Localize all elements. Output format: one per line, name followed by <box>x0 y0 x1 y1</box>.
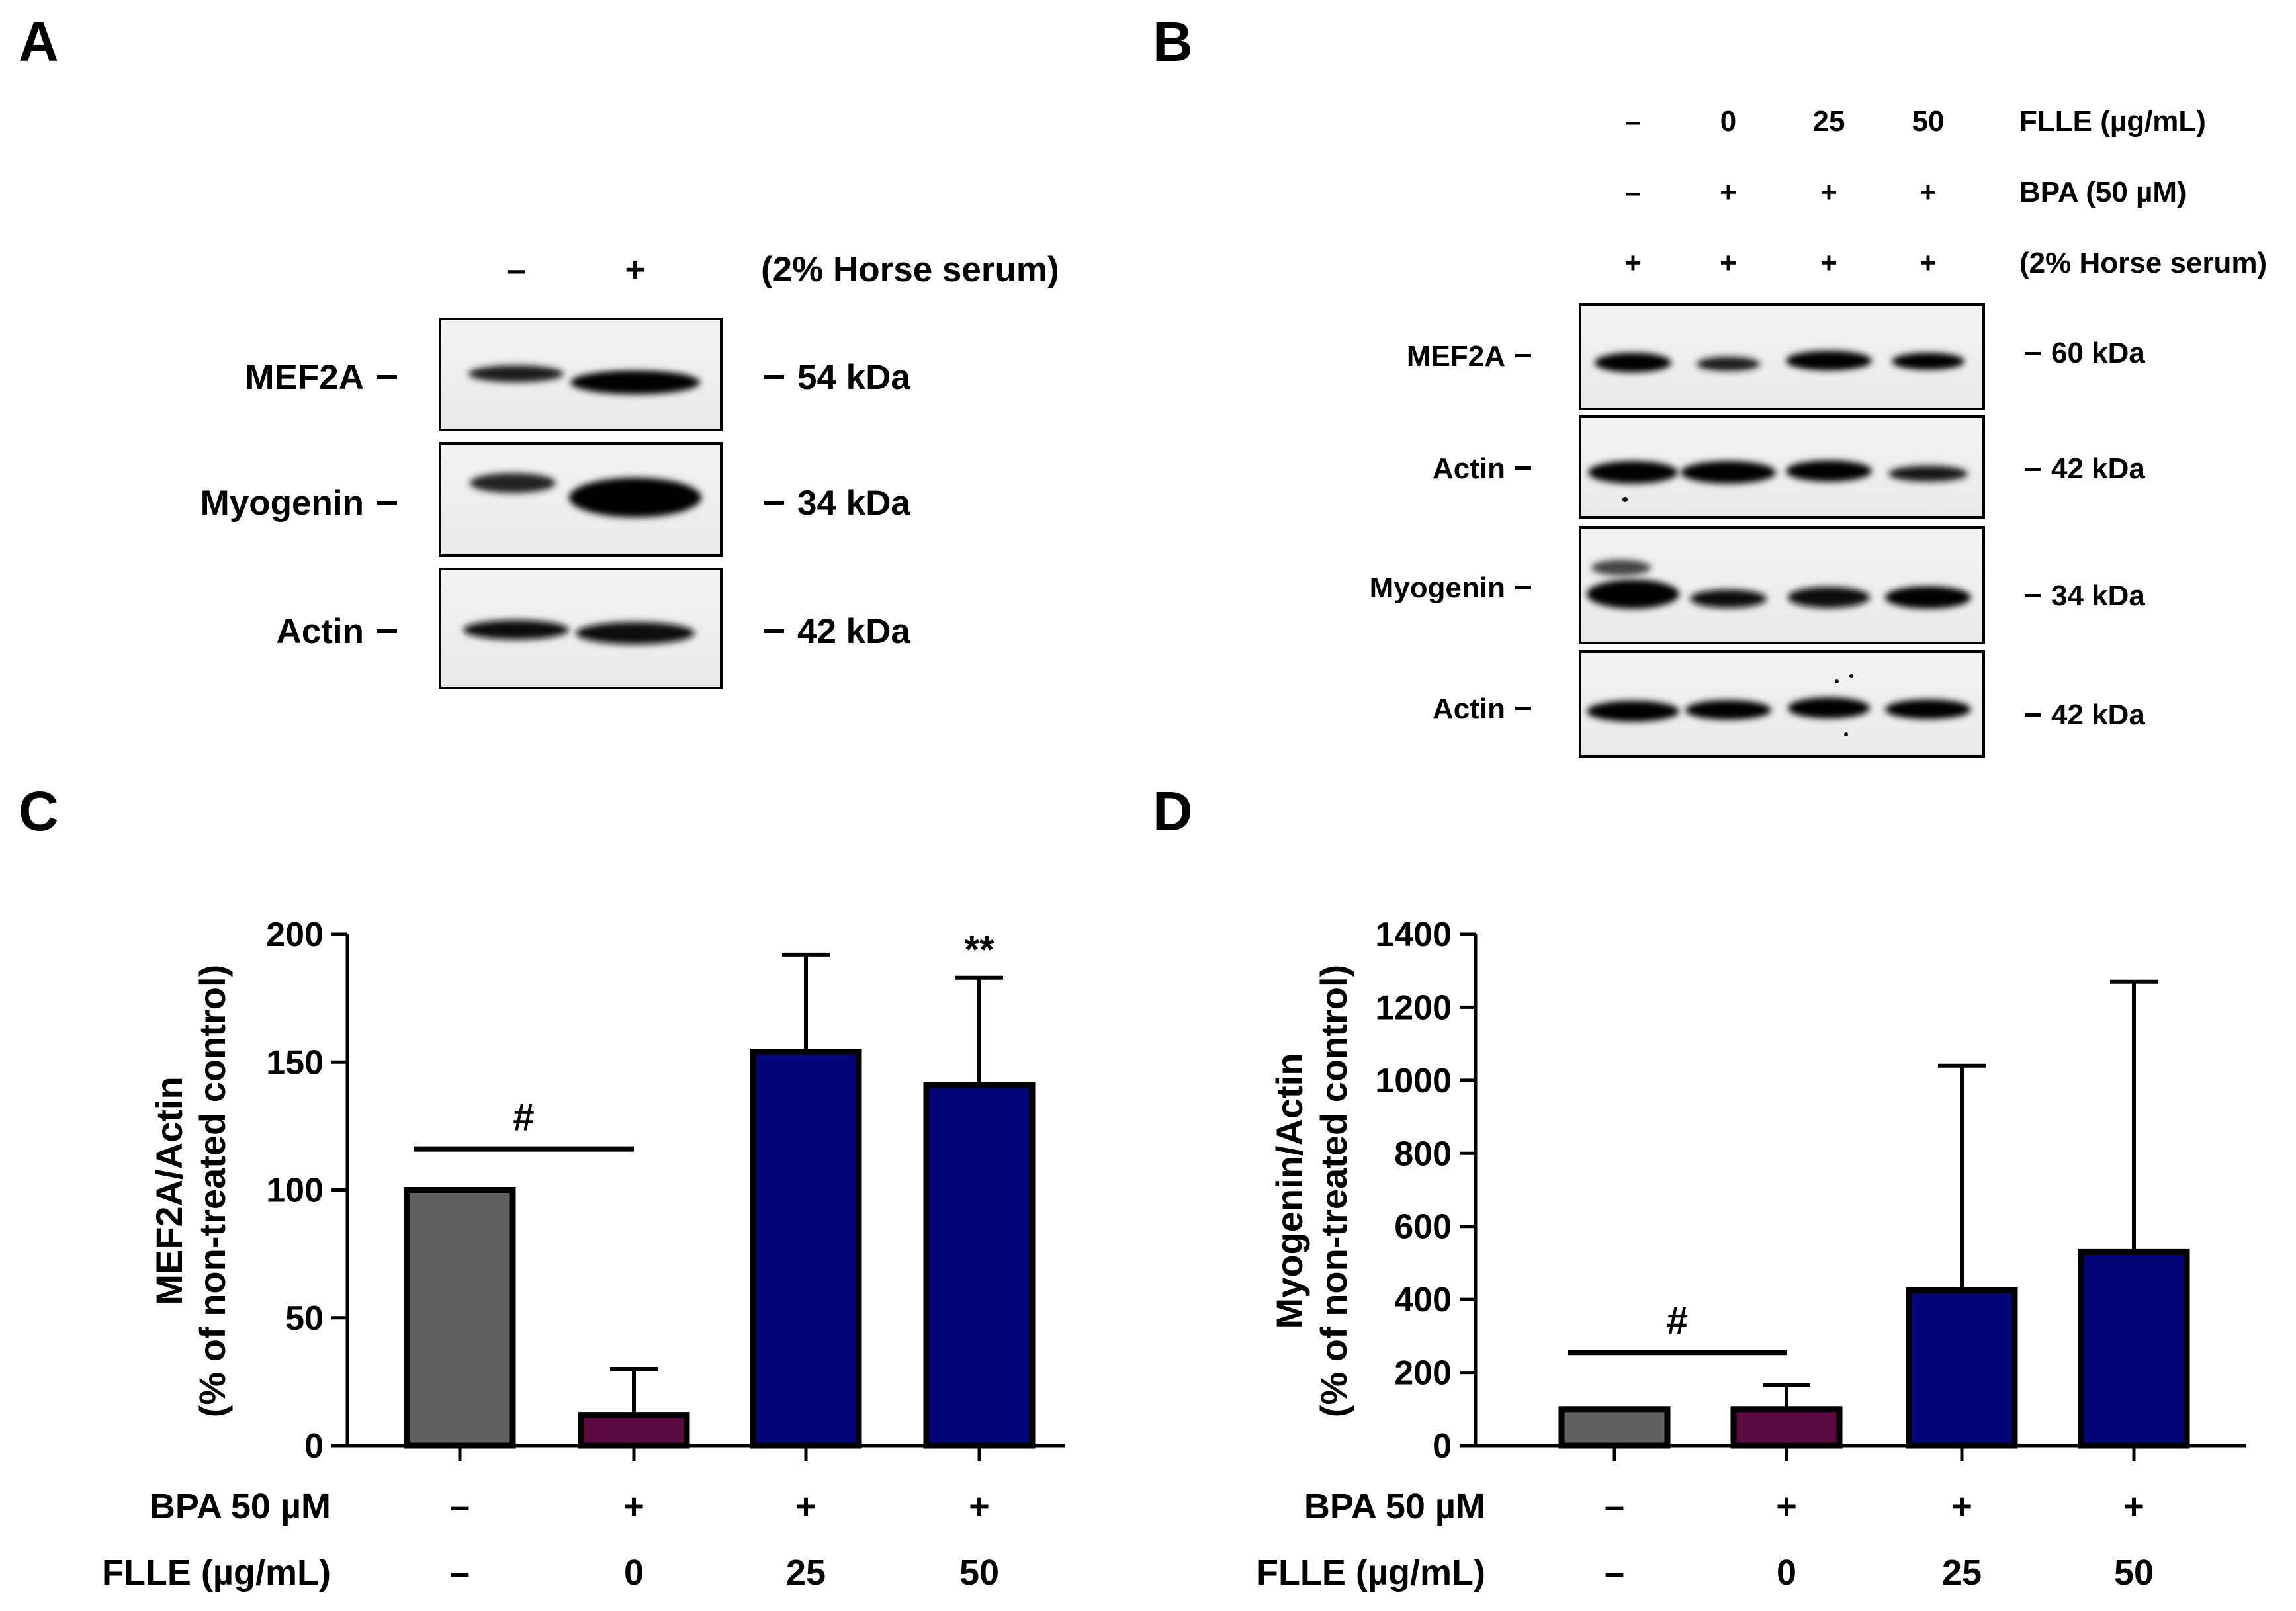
panel-d-row-value: 50 <box>2114 1553 2154 1592</box>
panel-d-y-tick-label: 600 <box>1394 1208 1452 1246</box>
panel-b-protein-label-4: Actin <box>1433 693 1505 725</box>
panel-b-serum-label: (2% Horse serum) <box>2019 247 2267 279</box>
panel-a-western-blot: – + (2% Horse serum) MEF2A 54 kDa Myogen… <box>200 250 1059 689</box>
panel-d-bar <box>1558 1406 1671 1449</box>
panel-b-serum-3: + <box>1820 247 1837 279</box>
panel-b-flle-label: FLLE (µg/mL) <box>2019 105 2206 138</box>
panel-b-size-label-3: 34 kDa <box>2051 580 2145 612</box>
panel-a-size-label-2: 34 kDa <box>797 484 910 523</box>
panel-d-y-tick-label: 1400 <box>1375 916 1452 954</box>
panel-c-bar <box>404 1187 516 1449</box>
panel-d-hash-mark: # <box>1667 1299 1688 1342</box>
panel-c-y-label-line1: MEF2A/Actin <box>148 1076 190 1305</box>
panel-d-row-value: + <box>2123 1487 2144 1526</box>
panel-c-row-value: 50 <box>959 1553 999 1592</box>
panel-b-blot-actin-2: Actin 42 kDa <box>1433 650 2145 758</box>
panel-a-protein-label-3: Actin <box>277 612 365 651</box>
panel-a-condition-1: – <box>506 250 525 289</box>
panel-d-bar <box>2078 1248 2190 1449</box>
panel-b-blot-mef2a: MEF2A 60 kDa <box>1407 303 2145 410</box>
panel-b-bpa-2: + <box>1720 176 1737 208</box>
panel-b-flle-2: 0 <box>1720 105 1736 138</box>
panel-b-serum-2: + <box>1720 247 1737 279</box>
panel-d-row-value: 25 <box>1942 1553 1982 1592</box>
panel-d-bar <box>1730 1406 1843 1449</box>
panel-c-row-value: + <box>795 1487 817 1526</box>
panel-b-bpa-1: – <box>1625 176 1641 208</box>
panel-b-blot-actin-1: Actin 42 kDa <box>1433 415 2145 519</box>
panel-d-row-value: – <box>1605 1487 1624 1526</box>
panel-c-bar <box>750 1049 862 1449</box>
panel-b-size-label-2: 42 kDa <box>2051 453 2145 485</box>
panel-b-blot-myogenin: Myogenin 34 kDa <box>1370 526 2145 644</box>
panel-letter-b: B <box>1153 11 1193 73</box>
panel-c-row-value: + <box>623 1487 644 1526</box>
panel-d-y-tick-label: 1000 <box>1375 1062 1452 1100</box>
panel-a-blot-myogenin: Myogenin 34 kDa <box>200 442 910 557</box>
panel-b-protein-label-1: MEF2A <box>1407 340 1505 372</box>
panel-d-y-tick-label: 200 <box>1394 1354 1452 1393</box>
panel-a-condition-2: + <box>625 250 646 289</box>
panel-c-bar <box>578 1412 690 1449</box>
panel-d-y-label-line2: (% of non-treated control) <box>1313 965 1354 1417</box>
panel-c-row-value: 0 <box>624 1553 644 1592</box>
panel-d-row-label: FLLE (µg/mL) <box>1257 1553 1485 1592</box>
panel-b-flle-3: 25 <box>1813 105 1845 138</box>
panel-b-bpa-3: + <box>1820 176 1837 208</box>
panel-b-size-label-4: 42 kDa <box>2051 699 2145 731</box>
panel-a-protein-label-1: MEF2A <box>245 358 364 397</box>
panel-c-hash-mark: # <box>513 1096 534 1139</box>
panel-letter-a: A <box>19 11 59 73</box>
panel-d-y-tick-label: 0 <box>1433 1427 1452 1465</box>
panel-b-size-label-1: 60 kDa <box>2051 337 2145 369</box>
panel-d-row-label: BPA 50 µM <box>1304 1487 1485 1526</box>
panel-letter-d: D <box>1153 780 1193 842</box>
panel-d-y-tick-label: 1200 <box>1375 988 1452 1027</box>
panel-c-bar-chart: 0 50 100 150 200 ** # MEF2A/Actin (% of non-trea… <box>102 916 1065 1592</box>
panel-d-row-value: 0 <box>1777 1553 1796 1592</box>
panel-a-protein-label-2: Myogenin <box>200 484 364 523</box>
panel-c-y-tick-label: 100 <box>266 1172 324 1210</box>
panel-d-row-value: + <box>1951 1487 1972 1526</box>
panel-c-bar <box>923 1082 1036 1449</box>
panel-c-row-label: FLLE (µg/mL) <box>102 1553 331 1592</box>
panel-c-row-value: 25 <box>786 1553 826 1592</box>
panel-c-y-tick-label: 200 <box>266 916 324 954</box>
panel-c-y-tick-label: 0 <box>304 1427 324 1465</box>
panel-c-y-label-line2: (% of non-treated control) <box>191 965 233 1417</box>
panel-c-y-tick-label: 50 <box>285 1299 324 1338</box>
panel-d-y-tick-label: 800 <box>1394 1135 1452 1173</box>
panel-b-serum-4: + <box>1920 247 1937 279</box>
panel-b-bpa-label: BPA (50 µM) <box>2019 176 2187 208</box>
panel-letter-c: C <box>19 780 59 842</box>
panel-b-flle-4: 50 <box>1912 105 1945 138</box>
panel-a-size-label-1: 54 kDa <box>797 358 910 397</box>
panel-b-serum-1: + <box>1624 247 1642 279</box>
panel-d-row-value: – <box>1605 1553 1624 1592</box>
panel-c-significance-stars: ** <box>964 929 994 972</box>
panel-d-bar-chart: 0 200 400 600 800 1000 1200 1400 # Myogenin/Actin… <box>1257 916 2246 1592</box>
panel-d-row-value: + <box>1776 1487 1797 1526</box>
panel-d-bar <box>1906 1287 2018 1449</box>
panel-b-protein-label-2: Actin <box>1433 453 1505 485</box>
panel-d-y-label-line1: Myogenin/Actin <box>1268 1053 1310 1329</box>
panel-b-western-blot: – 0 25 50 FLLE (µg/mL) – + + + BPA (50 µ… <box>1370 105 2267 758</box>
panel-c-row-value: – <box>450 1487 470 1526</box>
panel-a-blot-actin: Actin 42 kDa <box>277 568 910 689</box>
panel-c-row-value: + <box>969 1487 990 1526</box>
panel-c-y-tick-label: 150 <box>266 1043 324 1082</box>
panel-a-condition-label: (2% Horse serum) <box>761 250 1059 289</box>
panel-b-protein-label-3: Myogenin <box>1370 572 1505 604</box>
panel-a-blot-mef2a: MEF2A 54 kDa <box>245 318 910 431</box>
panel-a-size-label-3: 42 kDa <box>797 612 910 651</box>
panel-c-row-value: – <box>450 1553 470 1592</box>
panel-d-y-tick-label: 400 <box>1394 1281 1452 1319</box>
panel-b-flle-1: – <box>1625 105 1641 138</box>
panel-b-bpa-4: + <box>1920 176 1937 208</box>
panel-c-row-label: BPA 50 µM <box>150 1487 331 1526</box>
